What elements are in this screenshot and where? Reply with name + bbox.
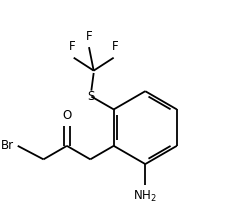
Text: Br: Br [1, 139, 14, 152]
Text: F: F [111, 40, 118, 53]
Text: S: S [87, 90, 94, 103]
Text: NH$_2$: NH$_2$ [133, 189, 156, 204]
Text: F: F [85, 30, 92, 43]
Text: O: O [62, 109, 71, 122]
Text: F: F [69, 40, 76, 53]
